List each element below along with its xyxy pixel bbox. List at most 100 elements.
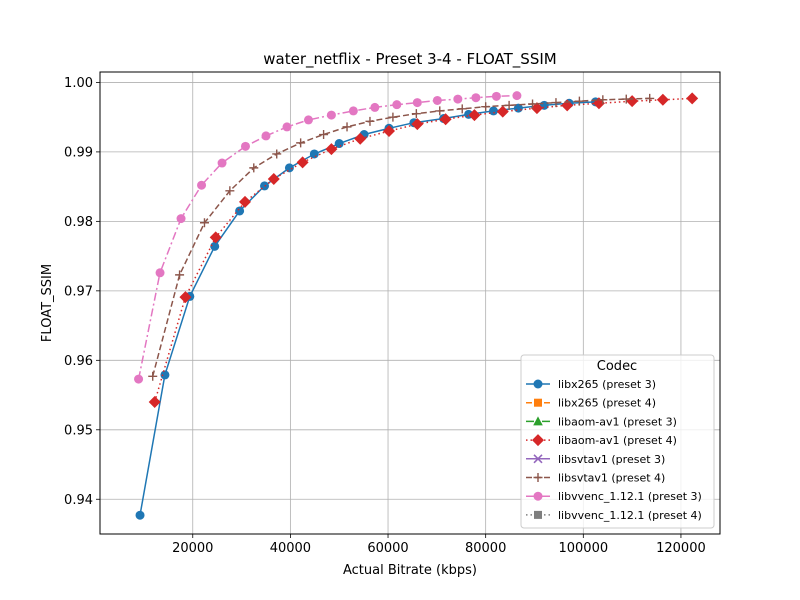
data-point bbox=[435, 106, 445, 116]
data-point bbox=[530, 102, 543, 115]
legend-label: libx265 (preset 4) bbox=[558, 397, 656, 410]
y-tick-label: 1.00 bbox=[64, 76, 93, 91]
legend-entry-libaom-av1-preset-3: libaom-av1 (preset 3) bbox=[526, 415, 677, 428]
data-point bbox=[210, 241, 220, 251]
data-point bbox=[488, 106, 498, 116]
x-tick-label: 80000 bbox=[465, 541, 506, 556]
legend-label: libvvenc_1.12.1 (preset 3) bbox=[558, 490, 702, 503]
legend-box bbox=[520, 354, 715, 529]
data-point bbox=[598, 95, 608, 105]
legend-label: libsvtav1 (preset 4) bbox=[558, 472, 665, 485]
data-point bbox=[481, 102, 491, 112]
data-point bbox=[303, 115, 313, 125]
legend-label: libx265 (preset 3) bbox=[558, 378, 656, 391]
legend-entries: libx265 (preset 3) libx265 (preset 4) liba… bbox=[526, 378, 702, 522]
data-point bbox=[656, 93, 669, 106]
data-point bbox=[365, 116, 375, 126]
data-point bbox=[148, 396, 161, 408]
series-libvvenc-1-12-1-preset-3 bbox=[134, 91, 522, 384]
data-point bbox=[235, 206, 245, 216]
legend-label: libsvtav1 (preset 3) bbox=[558, 453, 665, 466]
legend-marker bbox=[533, 379, 543, 389]
data-point bbox=[135, 510, 145, 520]
data-point bbox=[342, 122, 352, 132]
data-point bbox=[411, 118, 424, 131]
legend-label: libvvenc_1.12.1 (preset 4) bbox=[558, 509, 702, 522]
data-point bbox=[411, 109, 421, 119]
legend-marker bbox=[533, 416, 543, 426]
data-point bbox=[392, 100, 402, 110]
legend-marker bbox=[533, 491, 543, 501]
data-point bbox=[512, 91, 522, 101]
legend: Codec libx265 (preset 3)libx265 (preset … bbox=[520, 354, 715, 529]
plot-frame bbox=[99, 71, 721, 535]
data-point bbox=[225, 186, 235, 196]
data-point bbox=[468, 109, 481, 122]
data-point bbox=[240, 141, 250, 151]
y-axis-label: FLOAT_SSIM bbox=[40, 264, 55, 342]
data-point bbox=[160, 370, 170, 380]
data-point bbox=[309, 149, 319, 159]
data-point bbox=[471, 93, 481, 103]
data-point bbox=[319, 130, 329, 140]
data-point bbox=[326, 110, 336, 120]
data-point bbox=[325, 143, 338, 156]
legend-title: Codec bbox=[597, 359, 637, 374]
data-point bbox=[432, 95, 442, 105]
legend-entry-libvvenc-1-12-1-preset-3: libvvenc_1.12.1 (preset 3) bbox=[526, 490, 702, 503]
data-point bbox=[249, 163, 259, 173]
series-libsvtav1-preset-4 bbox=[148, 93, 655, 381]
legend-entry-libaom-av1-preset-4: libaom-av1 (preset 4) bbox=[526, 434, 677, 447]
data-point bbox=[348, 106, 358, 116]
x-tick-label: 120000 bbox=[656, 541, 706, 556]
x-tick-label: 40000 bbox=[270, 541, 311, 556]
data-point bbox=[383, 125, 396, 138]
data-point bbox=[296, 138, 306, 148]
data-point bbox=[626, 95, 639, 108]
data-point bbox=[179, 291, 192, 304]
data-point bbox=[134, 374, 144, 384]
legend-marker bbox=[534, 398, 542, 407]
data-point bbox=[370, 102, 380, 112]
y-tick-label: 0.98 bbox=[64, 215, 93, 230]
legend-entry-libvvenc-1-12-1-preset-4: libvvenc_1.12.1 (preset 4) bbox=[526, 509, 702, 522]
data-point bbox=[574, 96, 584, 106]
data-point bbox=[453, 94, 463, 104]
data-point bbox=[238, 195, 251, 208]
data-point bbox=[354, 132, 367, 145]
legend-entry-libsvtav1-preset-4: libsvtav1 (preset 4) bbox=[526, 472, 665, 485]
data-point bbox=[504, 100, 514, 110]
x-tick-label: 20000 bbox=[172, 541, 213, 556]
data-point bbox=[217, 158, 227, 168]
data-point bbox=[686, 92, 699, 105]
data-point bbox=[645, 93, 655, 103]
data-point bbox=[261, 131, 271, 141]
data-point bbox=[209, 231, 222, 244]
data-point bbox=[199, 218, 209, 228]
y-tick-label: 0.99 bbox=[64, 145, 93, 160]
data-point bbox=[551, 98, 561, 108]
x-tick-label: 60000 bbox=[367, 541, 408, 556]
data-point bbox=[272, 149, 282, 159]
y-tick-label: 0.95 bbox=[64, 423, 93, 438]
data-point bbox=[621, 94, 631, 104]
legend-label: libaom-av1 (preset 3) bbox=[558, 415, 677, 428]
data-point bbox=[457, 104, 467, 114]
data-point bbox=[388, 112, 398, 122]
y-tick-label: 0.97 bbox=[64, 284, 93, 299]
legend-marker bbox=[532, 434, 544, 447]
data-point bbox=[491, 91, 501, 101]
data-point bbox=[267, 172, 280, 185]
legend-entry-libx265-preset-4: libx265 (preset 4) bbox=[526, 397, 656, 410]
legend-marker bbox=[533, 454, 543, 464]
data-point bbox=[282, 122, 292, 132]
series-line-libvvenc-1-12-1-preset-3 bbox=[137, 94, 517, 380]
series-line-libsvtav1-preset-4 bbox=[151, 97, 650, 377]
data-point bbox=[439, 113, 452, 126]
series-layer bbox=[134, 91, 699, 520]
data-point bbox=[496, 105, 509, 118]
data-point bbox=[528, 99, 538, 109]
data-point bbox=[284, 163, 294, 173]
